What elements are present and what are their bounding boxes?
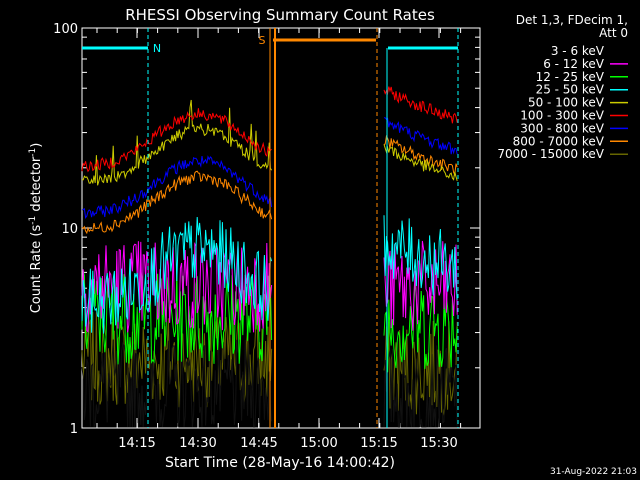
- legend-entry-label: 3 - 6 keV: [551, 44, 605, 58]
- legend-entry-label: 100 - 300 keV: [520, 109, 604, 123]
- chart-title: RHESSI Observing Summary Count Rates: [125, 6, 435, 24]
- legend-entry-label: 25 - 50 keV: [536, 83, 605, 97]
- legend-entry-label: 50 - 100 keV: [528, 96, 605, 110]
- series-line-800-7000-kev-a: [81, 170, 273, 235]
- plot-overlays: NS: [82, 28, 459, 428]
- plot-axes: 1 10 100 14:15 14:30 14:45 15:00 15:15 15:30: [53, 22, 481, 451]
- legend-entry-label: 7000 - 15000 keV: [497, 147, 604, 161]
- y-axis-label: Count Rate (s-1 detector-1): [28, 143, 44, 314]
- series-line-300-800-kev-b: [384, 117, 458, 155]
- y-tick-label: 100: [53, 22, 78, 37]
- series-line-12-25-kev-b: [383, 280, 458, 373]
- series-line-300-800-kev-a: [81, 155, 273, 220]
- series-line-100-300-kev-a: [81, 108, 272, 173]
- x-tick-label: 14:15: [118, 436, 155, 451]
- series-line-50-100-kev-a: [81, 99, 273, 186]
- series-line-7000-15000-kev-b: [383, 320, 458, 416]
- legend-entry-label: 800 - 7000 keV: [513, 134, 605, 148]
- series-line-50-100-kev-b: [383, 144, 458, 182]
- legend-header-line1: Det 1,3, FDecim 1,: [516, 13, 628, 27]
- y-tick-label: 1: [70, 422, 78, 437]
- x-tick-label: 15:15: [360, 436, 397, 451]
- series-line-3-6-kev-b: [383, 345, 458, 428]
- legend-entry-label: 300 - 800 keV: [520, 121, 604, 135]
- legend-entry-label: 6 - 12 keV: [543, 57, 605, 71]
- x-tick-label: 14:45: [240, 436, 277, 451]
- legend-header-line2: Att 0: [599, 26, 628, 40]
- plot-data: [81, 86, 458, 428]
- x-tick-label: 15:00: [300, 436, 337, 451]
- night-flag-label: N: [153, 42, 161, 55]
- x-tick-label: 15:30: [420, 436, 457, 451]
- series-line-3-6-kev-a: [81, 339, 273, 428]
- saa-flag-label: S: [259, 34, 266, 47]
- generation-timestamp: 31-Aug-2022 21:03: [550, 467, 637, 477]
- series-line-100-300-kev-b: [383, 86, 458, 124]
- legend-entry-label: 12 - 25 keV: [536, 70, 605, 84]
- x-axis-label: Start Time (28-May-16 14:00:42): [165, 455, 395, 471]
- y-tick-label: 10: [61, 222, 78, 237]
- series-line-25-50-kev-b: [383, 215, 458, 300]
- x-tick-label: 14:30: [179, 436, 216, 451]
- series-line-800-7000-kev-b: [383, 135, 458, 177]
- series-line-25-50-kev-a: [81, 216, 273, 334]
